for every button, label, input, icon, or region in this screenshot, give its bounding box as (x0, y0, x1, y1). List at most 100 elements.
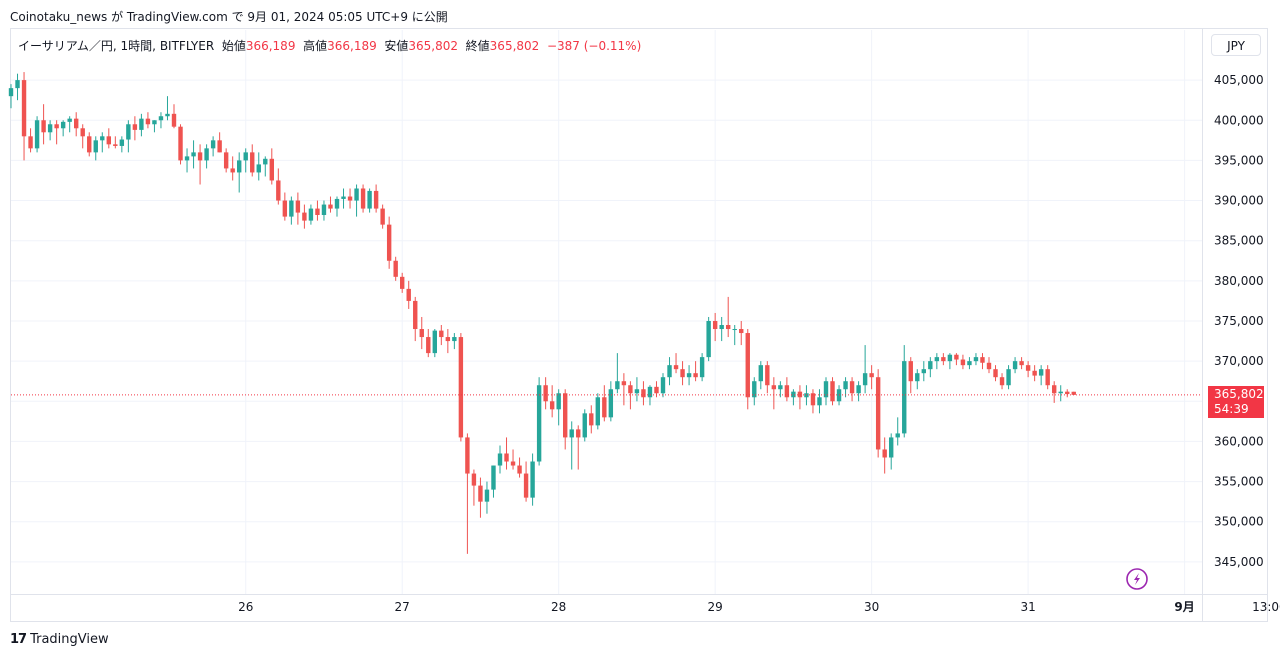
legend-low-label: 安値 (384, 39, 409, 53)
candle-body (1052, 385, 1057, 394)
candle-body (263, 158, 268, 165)
candle-body (237, 160, 242, 173)
candle-body (145, 118, 151, 125)
candle-body (915, 373, 920, 382)
candle-body (947, 354, 953, 362)
legend-close-label: 終値 (465, 39, 490, 53)
x-tick-label: 30 (864, 600, 879, 614)
candle-body (908, 361, 913, 382)
candle-body (34, 120, 40, 149)
candle-body (74, 118, 79, 129)
legend-open: 366,189 (245, 39, 296, 53)
x-tick-label: 13:00 (1252, 600, 1280, 614)
candle-body (739, 329, 744, 334)
candle-body (432, 330, 437, 354)
lightning-icon[interactable] (1126, 568, 1148, 590)
candle-body (752, 381, 757, 398)
x-tick-label: 26 (238, 600, 253, 614)
y-tick-label: 390,000 (1214, 194, 1264, 208)
candle-body (1071, 391, 1076, 395)
candle-body (941, 357, 946, 362)
candle-body (856, 385, 861, 394)
candle-body (87, 136, 92, 153)
candle-body (993, 369, 998, 378)
candle-body (797, 391, 803, 398)
candle-body (308, 208, 314, 221)
candle-body (413, 300, 418, 330)
candle-body (113, 144, 118, 146)
legend-open-label: 始値 (221, 39, 246, 53)
candle-body (745, 333, 750, 398)
candle-body (686, 373, 692, 378)
candle-body (654, 386, 659, 394)
candle-body (217, 140, 222, 153)
candle-body (960, 359, 966, 366)
candle-body (210, 140, 216, 149)
candle-body (726, 325, 731, 330)
candle-body (452, 337, 457, 342)
candle-body (517, 465, 522, 474)
candle-body (171, 113, 177, 127)
candle-body (380, 208, 385, 225)
candle-body (439, 330, 444, 338)
candle-body (712, 320, 718, 330)
candle-body (47, 124, 53, 133)
candle-body (576, 429, 581, 438)
candle-body (276, 180, 281, 201)
chart-frame (10, 28, 1268, 622)
candle-body (386, 224, 392, 261)
candle-body (419, 329, 424, 338)
candle-body (967, 361, 972, 366)
candle-body (934, 357, 940, 362)
candle-body (478, 485, 483, 502)
candle-body (60, 121, 66, 129)
candle-body (1058, 391, 1063, 394)
candle-body (302, 212, 307, 221)
candle-body (986, 362, 992, 370)
y-tick-label: 355,000 (1214, 475, 1264, 489)
tradingview-logo[interactable]: 17 TradingView (10, 632, 109, 647)
candle-body (928, 361, 933, 370)
candle-body (667, 365, 672, 378)
y-tick-label: 345,000 (1214, 555, 1264, 569)
candle-body (628, 385, 633, 394)
candle-body (8, 88, 14, 97)
last-price-value: 365,802 (1214, 387, 1264, 401)
candle-body (621, 381, 627, 386)
legend-symbol[interactable]: イーサリアム／円, 1時間, BITFLYER (18, 39, 215, 53)
candle-body (699, 357, 705, 378)
candle-body (536, 385, 542, 462)
candle-body (582, 413, 587, 438)
candle-body (282, 200, 288, 217)
candle-body (823, 381, 829, 398)
candle-body (902, 361, 907, 434)
candle-body (360, 188, 366, 209)
legend-close: 365,802 (489, 39, 540, 53)
candle-body (895, 433, 900, 438)
y-tick-label: 360,000 (1214, 434, 1264, 448)
candle-body (778, 385, 783, 390)
candle-body (1012, 361, 1018, 370)
candle-body (158, 116, 164, 121)
candle-body (771, 385, 777, 390)
candle-body (28, 136, 33, 149)
currency-unit-button[interactable]: JPY (1211, 34, 1261, 56)
candle-body (80, 128, 85, 137)
legend-change: −387 (−0.11%) (546, 39, 642, 53)
candle-body (1045, 369, 1050, 386)
x-tick-label: 29 (708, 600, 723, 614)
candle-body (54, 124, 59, 129)
candle-body (256, 164, 261, 173)
tradingview-brand-text: TradingView (30, 632, 109, 647)
candle-body (445, 337, 451, 342)
x-tick-label: 27 (395, 600, 410, 614)
candle-body (563, 393, 568, 438)
candle-body (719, 325, 724, 330)
y-tick-label: 350,000 (1214, 515, 1264, 529)
candle-body (243, 152, 248, 161)
candle-body (862, 373, 868, 386)
candle-body (93, 140, 98, 153)
y-tick-label: 380,000 (1214, 274, 1264, 288)
candle-body (680, 369, 685, 378)
